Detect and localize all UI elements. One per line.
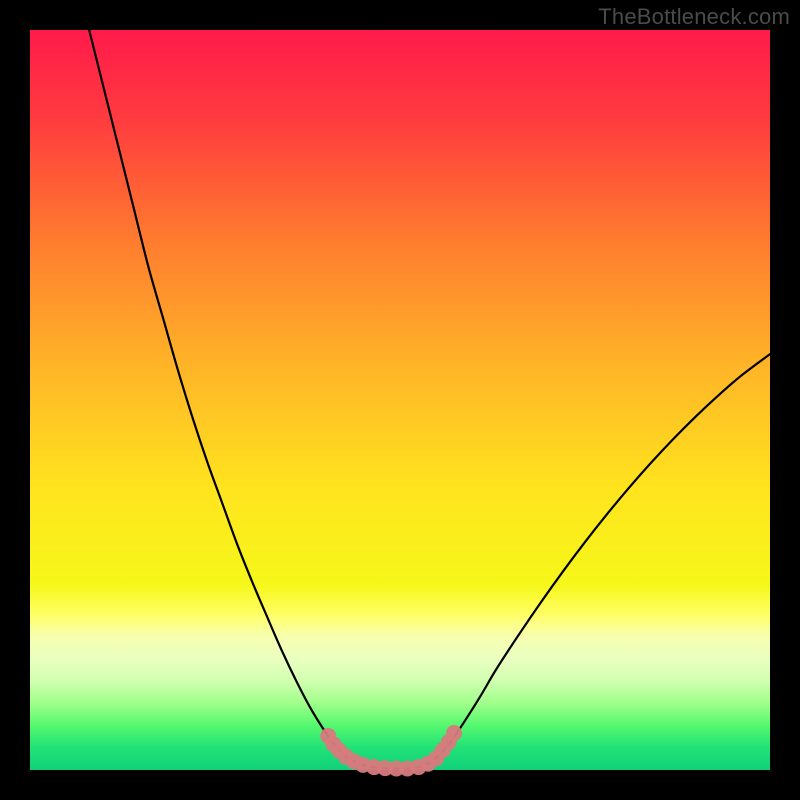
bottleneck-chart <box>0 0 800 800</box>
watermark-text: TheBottleneck.com <box>598 4 790 30</box>
plot-background-gradient <box>30 30 770 770</box>
highlight-marker <box>446 725 462 741</box>
